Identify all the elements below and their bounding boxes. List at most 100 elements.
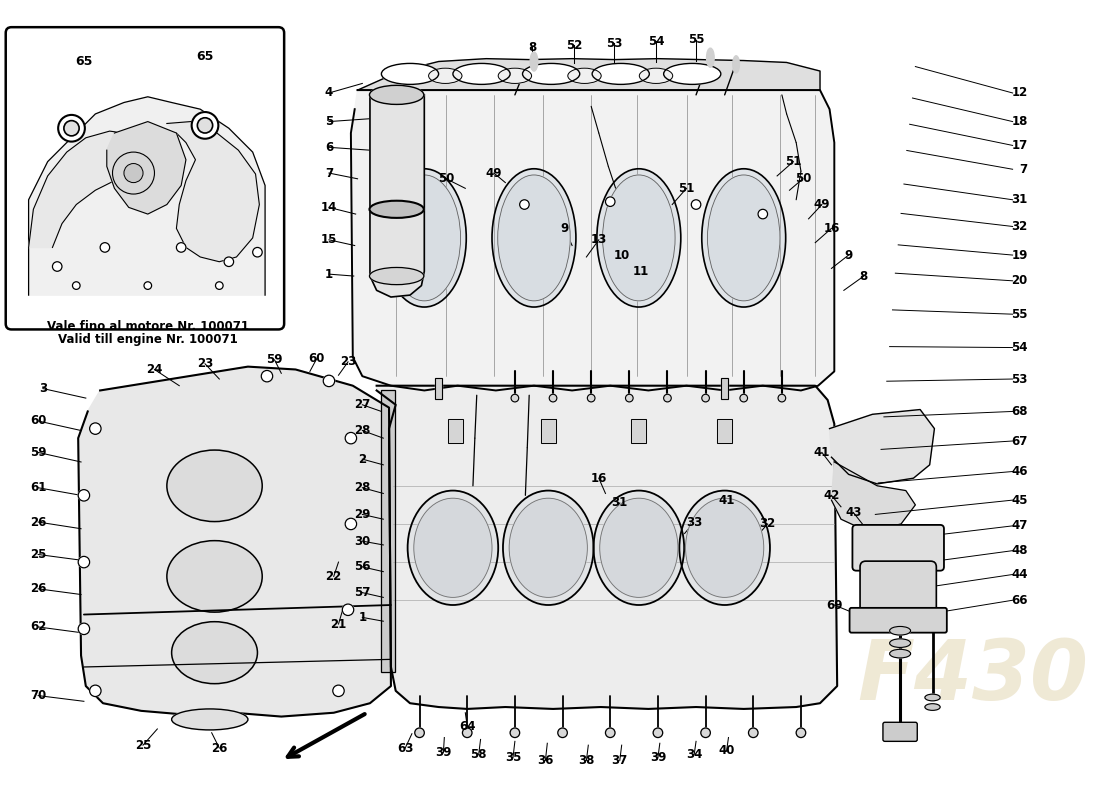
Circle shape xyxy=(702,394,710,402)
Circle shape xyxy=(64,121,79,136)
Text: 23: 23 xyxy=(197,358,213,370)
Text: 25: 25 xyxy=(30,548,46,561)
Bar xyxy=(382,390,395,672)
Text: 32: 32 xyxy=(759,518,775,530)
Text: Valid till engine Nr. 100071: Valid till engine Nr. 100071 xyxy=(58,334,238,346)
Ellipse shape xyxy=(594,490,684,605)
Text: 26: 26 xyxy=(211,742,228,754)
Text: 16: 16 xyxy=(591,472,607,485)
Circle shape xyxy=(58,115,85,142)
Circle shape xyxy=(605,197,615,206)
Ellipse shape xyxy=(702,169,785,307)
Text: 4: 4 xyxy=(324,86,333,99)
Text: 6: 6 xyxy=(324,141,333,154)
Ellipse shape xyxy=(522,63,580,84)
Text: 54: 54 xyxy=(648,35,664,48)
Text: 27: 27 xyxy=(354,398,371,411)
FancyBboxPatch shape xyxy=(860,561,936,615)
Text: 2: 2 xyxy=(359,453,366,466)
Text: 60: 60 xyxy=(30,414,46,427)
Text: 9: 9 xyxy=(845,249,853,262)
Polygon shape xyxy=(107,122,186,214)
Circle shape xyxy=(100,242,110,252)
Text: 32: 32 xyxy=(1012,220,1027,233)
FancyBboxPatch shape xyxy=(883,722,917,742)
Text: 47: 47 xyxy=(1012,519,1027,532)
Polygon shape xyxy=(829,410,934,484)
Ellipse shape xyxy=(925,694,940,701)
Bar xyxy=(434,378,442,399)
Text: 7: 7 xyxy=(1020,162,1027,176)
Text: 20: 20 xyxy=(1012,274,1027,287)
Ellipse shape xyxy=(503,490,594,605)
Text: 69: 69 xyxy=(826,598,843,611)
Text: 14: 14 xyxy=(321,201,337,214)
Text: 25: 25 xyxy=(135,738,151,752)
Circle shape xyxy=(144,282,152,290)
Polygon shape xyxy=(29,97,265,295)
Circle shape xyxy=(73,282,80,290)
Circle shape xyxy=(663,394,671,402)
Text: 55: 55 xyxy=(1011,308,1027,321)
Bar xyxy=(448,419,463,443)
Polygon shape xyxy=(358,58,820,90)
Text: 49: 49 xyxy=(486,166,503,179)
Ellipse shape xyxy=(370,86,424,105)
Text: 31: 31 xyxy=(1012,194,1027,206)
Circle shape xyxy=(691,200,701,210)
Ellipse shape xyxy=(685,498,763,598)
Ellipse shape xyxy=(530,52,538,71)
Text: 21: 21 xyxy=(330,618,346,630)
Ellipse shape xyxy=(592,63,649,84)
Ellipse shape xyxy=(890,626,911,635)
Text: 43: 43 xyxy=(845,506,861,519)
Ellipse shape xyxy=(383,169,466,307)
Ellipse shape xyxy=(890,639,911,647)
Text: 10: 10 xyxy=(614,249,630,262)
Ellipse shape xyxy=(600,498,678,598)
Text: 59: 59 xyxy=(30,446,46,459)
Bar xyxy=(717,419,733,443)
Ellipse shape xyxy=(707,175,780,301)
Circle shape xyxy=(558,728,568,738)
Ellipse shape xyxy=(568,68,602,83)
Text: 41: 41 xyxy=(718,494,735,506)
Ellipse shape xyxy=(429,68,462,83)
Text: 26: 26 xyxy=(30,582,46,595)
Circle shape xyxy=(253,247,262,257)
Text: 22: 22 xyxy=(326,570,342,583)
Circle shape xyxy=(653,728,662,738)
Text: 28: 28 xyxy=(354,482,371,494)
Text: 28: 28 xyxy=(354,424,371,437)
Ellipse shape xyxy=(925,704,940,710)
Text: 55: 55 xyxy=(688,33,704,46)
Circle shape xyxy=(462,728,472,738)
Circle shape xyxy=(605,728,615,738)
Text: 52: 52 xyxy=(565,38,582,52)
Text: 56: 56 xyxy=(354,560,371,574)
Text: 51: 51 xyxy=(679,182,695,195)
Text: 37: 37 xyxy=(612,754,628,767)
Text: F430: F430 xyxy=(857,636,1088,717)
FancyBboxPatch shape xyxy=(849,608,947,633)
Text: 29: 29 xyxy=(354,508,371,521)
Ellipse shape xyxy=(498,68,531,83)
Circle shape xyxy=(701,728,711,738)
Polygon shape xyxy=(29,131,133,247)
Text: 48: 48 xyxy=(1011,544,1027,557)
FancyBboxPatch shape xyxy=(6,27,284,330)
Text: 57: 57 xyxy=(354,586,371,599)
Text: 26: 26 xyxy=(30,515,46,529)
Circle shape xyxy=(345,433,356,444)
Text: 46: 46 xyxy=(1011,465,1027,478)
Circle shape xyxy=(323,375,334,386)
Text: 70: 70 xyxy=(30,689,46,702)
Text: 60: 60 xyxy=(308,353,324,366)
FancyBboxPatch shape xyxy=(852,525,944,570)
Ellipse shape xyxy=(388,175,461,301)
Circle shape xyxy=(587,394,595,402)
Text: 53: 53 xyxy=(1012,373,1027,386)
Text: Vale fino al motore Nr. 100071: Vale fino al motore Nr. 100071 xyxy=(47,320,249,333)
Text: 44: 44 xyxy=(1011,568,1027,581)
Circle shape xyxy=(191,112,219,138)
